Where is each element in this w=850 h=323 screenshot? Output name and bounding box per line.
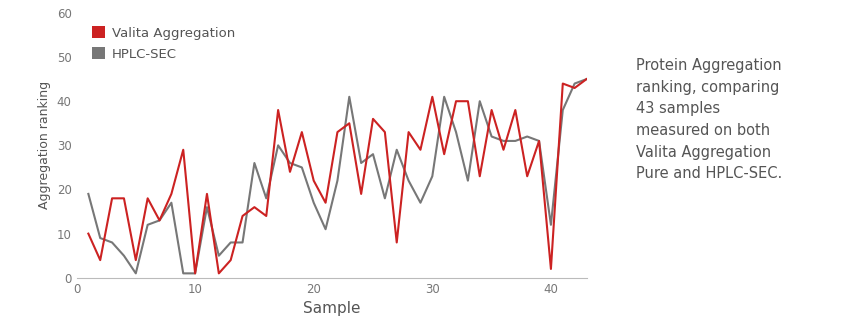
Y-axis label: Aggregation ranking: Aggregation ranking [38,81,51,209]
Legend: Valita Aggregation, HPLC-SEC: Valita Aggregation, HPLC-SEC [88,22,239,65]
Text: Protein Aggregation
ranking, comparing
43 samples
measured on both
Valita Aggreg: Protein Aggregation ranking, comparing 4… [636,58,782,181]
X-axis label: Sample: Sample [303,301,360,316]
